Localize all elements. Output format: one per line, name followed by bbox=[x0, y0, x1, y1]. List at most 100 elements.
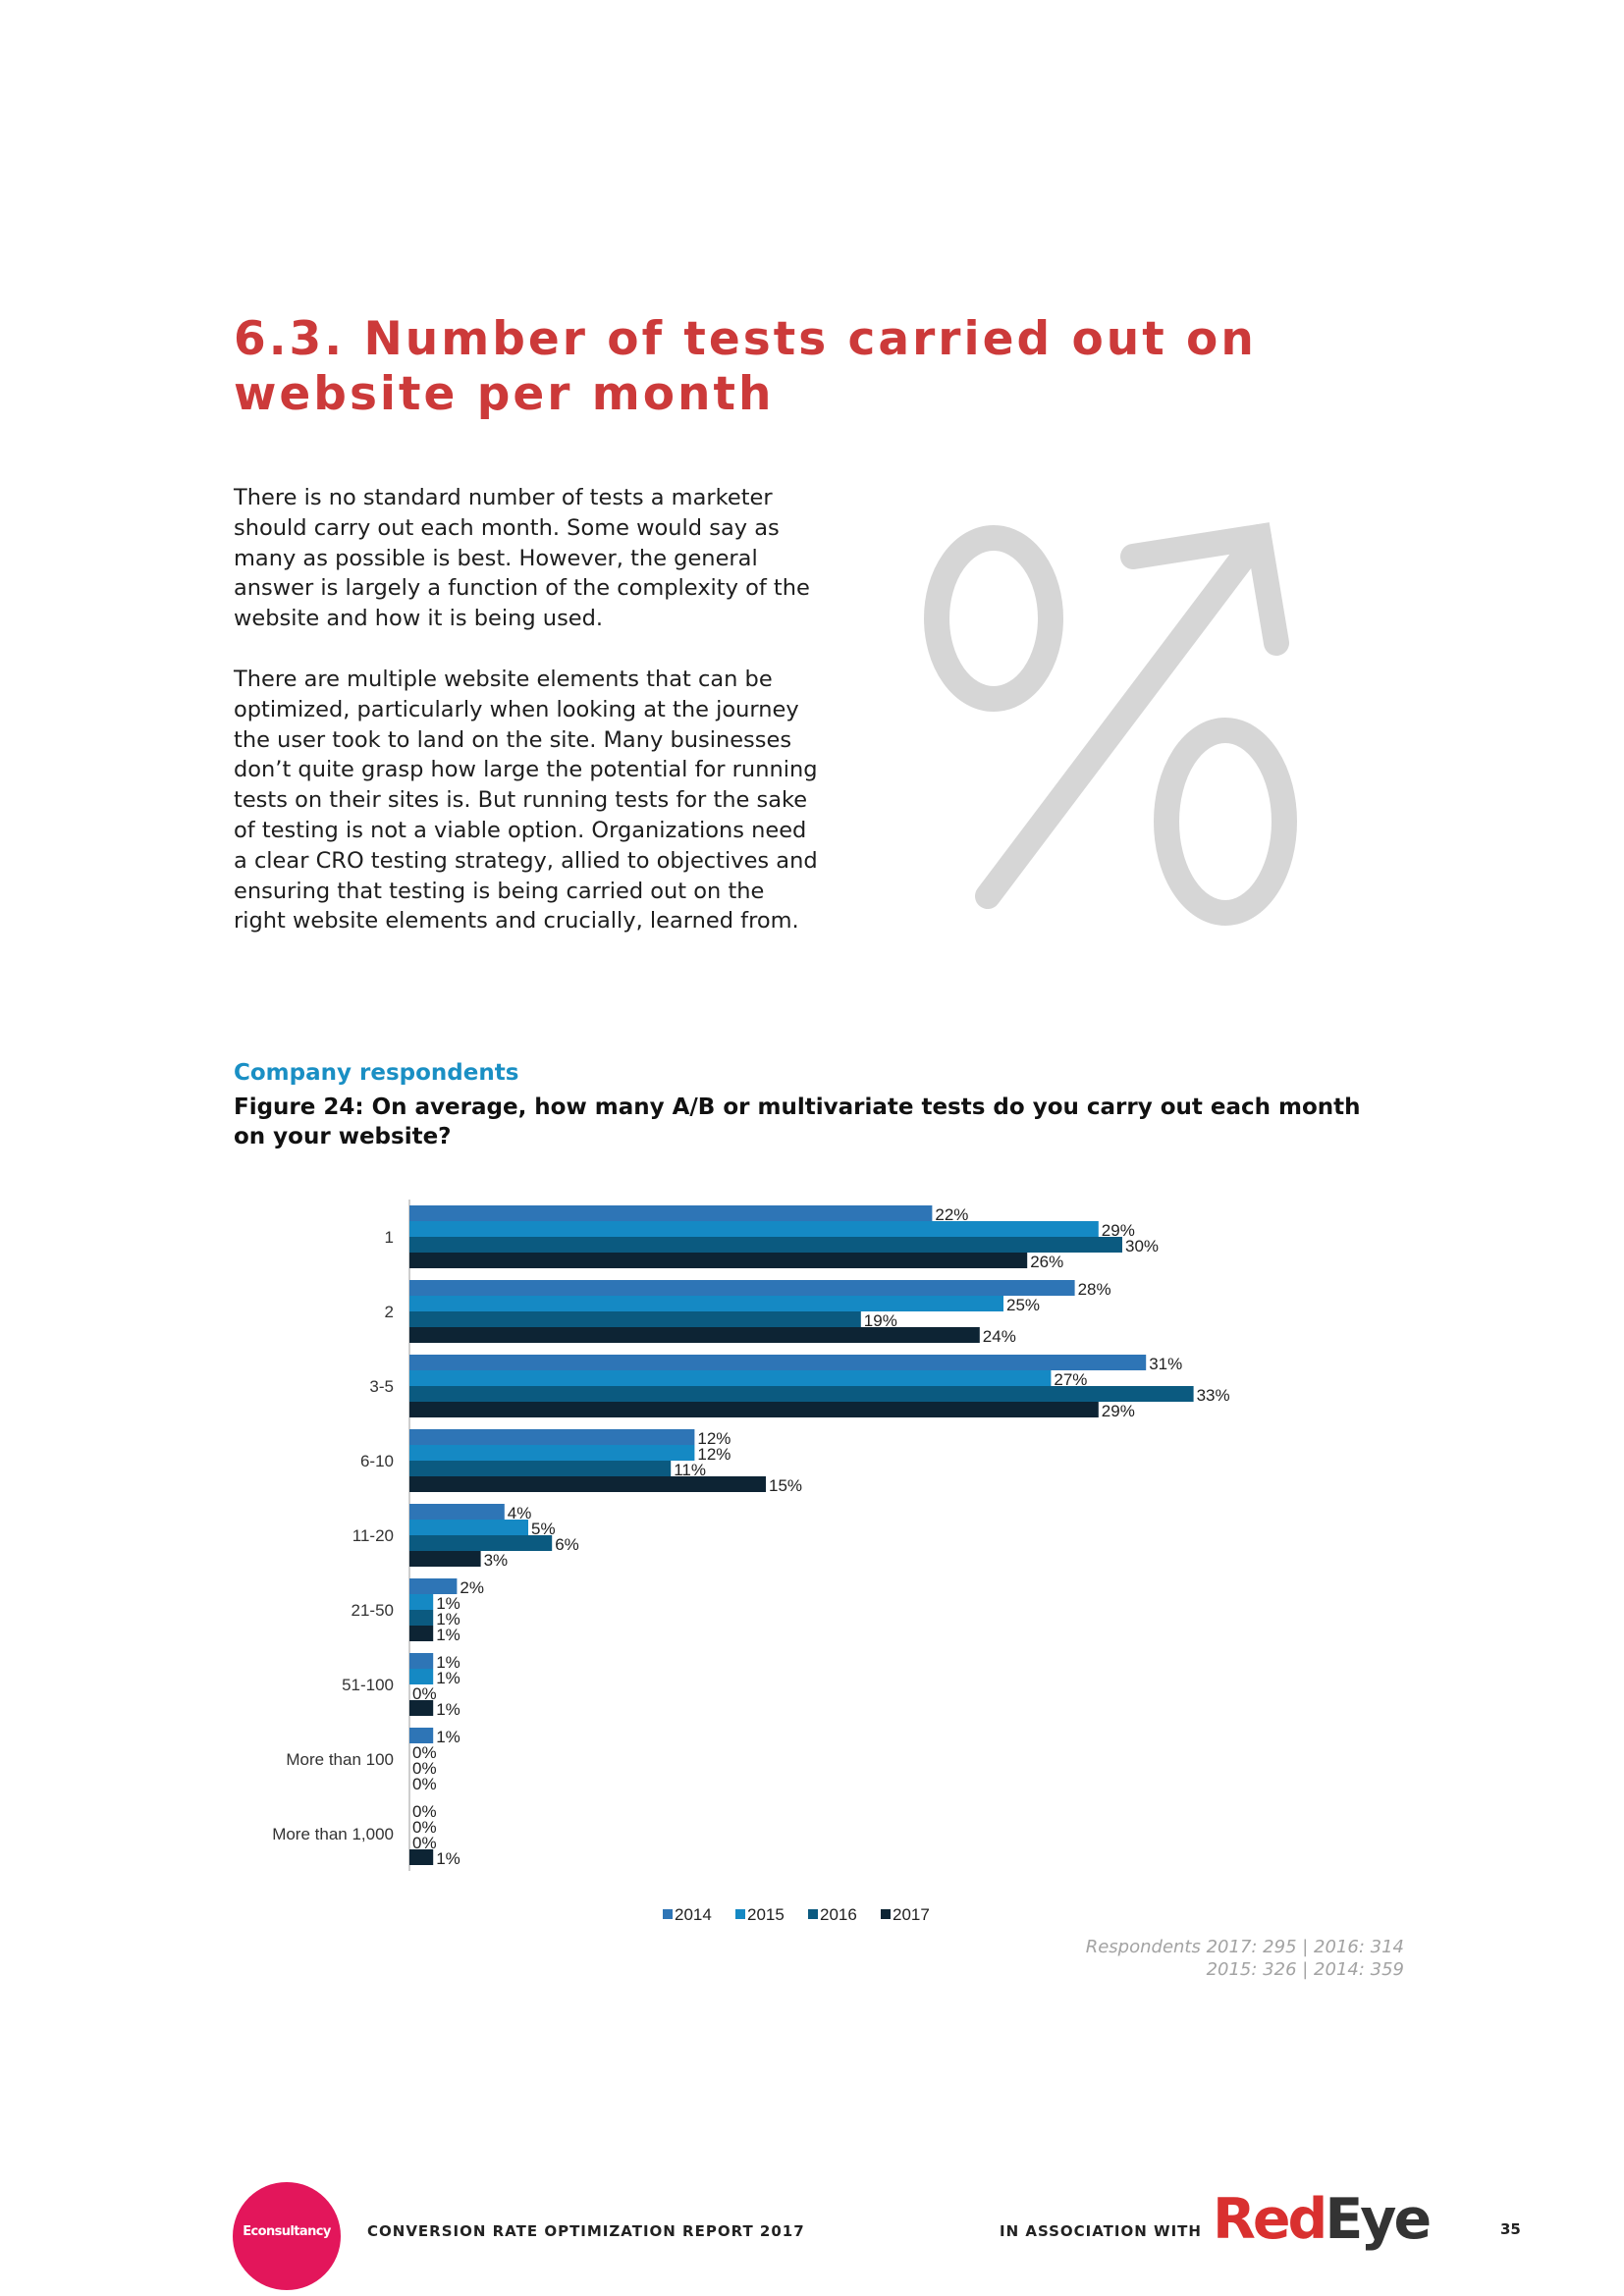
data-label: 33% bbox=[1197, 1386, 1230, 1405]
bar-2017 bbox=[409, 1327, 980, 1343]
bar-2014 bbox=[409, 1280, 1075, 1296]
data-label: 1% bbox=[436, 1728, 460, 1746]
section-label: Company respondents bbox=[234, 1060, 519, 1086]
bar-2016 bbox=[409, 1535, 553, 1551]
intro-paragraph: There are multiple website elements that… bbox=[234, 666, 818, 934]
data-label: 2% bbox=[460, 1578, 484, 1597]
bar-2016 bbox=[409, 1311, 861, 1327]
category-label: 1 bbox=[385, 1228, 394, 1247]
bar-2016 bbox=[409, 1461, 672, 1476]
page-number: 35 bbox=[1500, 2220, 1521, 2238]
data-label: 0% bbox=[412, 1759, 437, 1778]
category-label: 2 bbox=[385, 1303, 394, 1321]
respondents-line: 2015: 326 | 2014: 359 bbox=[1206, 1959, 1404, 1980]
redeye-logo-red: Red bbox=[1213, 2187, 1327, 2252]
category-label: More than 1,000 bbox=[272, 1825, 394, 1843]
legend-label: 2017 bbox=[893, 1905, 930, 1924]
bar-2015 bbox=[409, 1370, 1052, 1386]
category-label: More than 100 bbox=[286, 1750, 394, 1769]
bar-2017 bbox=[409, 1849, 434, 1865]
data-label: 12% bbox=[697, 1429, 731, 1448]
data-label: 1% bbox=[436, 1653, 460, 1672]
bar-2015 bbox=[409, 1520, 528, 1535]
data-label: 12% bbox=[697, 1445, 731, 1464]
redeye-logo: RedEye bbox=[1213, 2185, 1432, 2254]
bar-2017 bbox=[409, 1402, 1099, 1417]
data-label: 26% bbox=[1030, 1253, 1063, 1271]
intro-paragraph: There is no standard number of tests a m… bbox=[234, 485, 810, 632]
legend-swatch-2015 bbox=[735, 1909, 745, 1919]
bar-2015 bbox=[409, 1221, 1099, 1237]
data-label: 6% bbox=[555, 1535, 579, 1554]
bar-2017 bbox=[409, 1476, 766, 1492]
econsultancy-logo: Econsultancy bbox=[233, 2182, 341, 2290]
data-label: 28% bbox=[1078, 1280, 1111, 1299]
bar-2014 bbox=[409, 1429, 695, 1445]
data-label: 0% bbox=[412, 1818, 437, 1837]
legend-swatch-2017 bbox=[881, 1909, 891, 1919]
data-label: 5% bbox=[531, 1520, 556, 1538]
bar-chart: 122%29%30%26%228%25%19%24%3-531%27%33%29… bbox=[272, 1200, 1230, 1924]
data-label: 4% bbox=[508, 1504, 532, 1522]
econsultancy-logo-text: Econsultancy bbox=[243, 2224, 331, 2239]
data-label: 0% bbox=[412, 1684, 437, 1703]
bar-2015 bbox=[409, 1296, 1003, 1311]
association-label: IN ASSOCIATION WITH bbox=[1000, 2222, 1202, 2240]
data-label: 27% bbox=[1054, 1370, 1087, 1389]
data-label: 0% bbox=[412, 1775, 437, 1793]
legend-label: 2014 bbox=[675, 1905, 712, 1924]
data-label: 15% bbox=[769, 1476, 802, 1495]
percent-upper-circle-icon bbox=[924, 525, 1063, 712]
bar-2014 bbox=[409, 1504, 505, 1520]
data-label: 22% bbox=[935, 1205, 968, 1224]
data-label: 1% bbox=[436, 1849, 460, 1868]
category-label: 3-5 bbox=[369, 1377, 394, 1396]
bar-2015 bbox=[409, 1594, 434, 1610]
bar-2014 bbox=[409, 1355, 1147, 1370]
legend-swatch-2014 bbox=[663, 1909, 673, 1919]
bar-2017 bbox=[409, 1700, 434, 1716]
respondents-line: Respondents 2017: 295 | 2016: 314 bbox=[1085, 1937, 1404, 1957]
data-label: 1% bbox=[436, 1669, 460, 1687]
bar-2014 bbox=[409, 1728, 434, 1743]
bar-2015 bbox=[409, 1445, 695, 1461]
data-label: 25% bbox=[1006, 1296, 1040, 1314]
bar-2017 bbox=[409, 1253, 1028, 1268]
data-label: 29% bbox=[1102, 1402, 1135, 1420]
data-label: 1% bbox=[436, 1610, 460, 1629]
bar-2015 bbox=[409, 1669, 434, 1684]
data-label: 11% bbox=[674, 1461, 706, 1479]
bar-2014 bbox=[409, 1578, 458, 1594]
data-label: 1% bbox=[436, 1700, 460, 1719]
bar-2016 bbox=[409, 1386, 1194, 1402]
data-label: 30% bbox=[1125, 1237, 1159, 1255]
bar-2016 bbox=[409, 1237, 1122, 1253]
bar-2017 bbox=[409, 1551, 481, 1567]
percent-up-arrow-icon bbox=[924, 522, 1297, 926]
redeye-logo-eye: Eye bbox=[1325, 2187, 1432, 2252]
report-name: CONVERSION RATE OPTIMIZATION REPORT 2017 bbox=[367, 2222, 805, 2240]
data-label: 19% bbox=[864, 1311, 897, 1330]
category-label: 6-10 bbox=[360, 1452, 394, 1470]
arrow-head-icon bbox=[1120, 522, 1289, 656]
legend-label: 2016 bbox=[820, 1905, 857, 1924]
percent-slash-icon bbox=[975, 524, 1272, 909]
data-label: 24% bbox=[983, 1327, 1016, 1346]
data-label: 31% bbox=[1149, 1355, 1182, 1373]
data-label: 29% bbox=[1102, 1221, 1135, 1240]
respondents-note: Respondents 2017: 295 | 2016: 314 2015: … bbox=[1086, 1936, 1404, 1981]
category-label: 21-50 bbox=[352, 1601, 394, 1620]
bar-2016 bbox=[409, 1610, 434, 1626]
data-label: 0% bbox=[412, 1802, 437, 1821]
legend-label: 2015 bbox=[747, 1905, 785, 1924]
figure-title: Figure 24: On average, how many A/B or m… bbox=[234, 1095, 1361, 1149]
category-label: 51-100 bbox=[342, 1676, 394, 1694]
intro-text: There is no standard number of tests a m… bbox=[234, 483, 823, 967]
data-label: 1% bbox=[436, 1626, 460, 1644]
page-title: 6.3. Number of tests carried out on webs… bbox=[234, 312, 1257, 421]
bar-2017 bbox=[409, 1626, 434, 1641]
legend-swatch-2016 bbox=[808, 1909, 818, 1919]
data-label: 3% bbox=[484, 1551, 509, 1570]
category-label: 11-20 bbox=[352, 1526, 394, 1545]
bar-2014 bbox=[409, 1653, 434, 1669]
